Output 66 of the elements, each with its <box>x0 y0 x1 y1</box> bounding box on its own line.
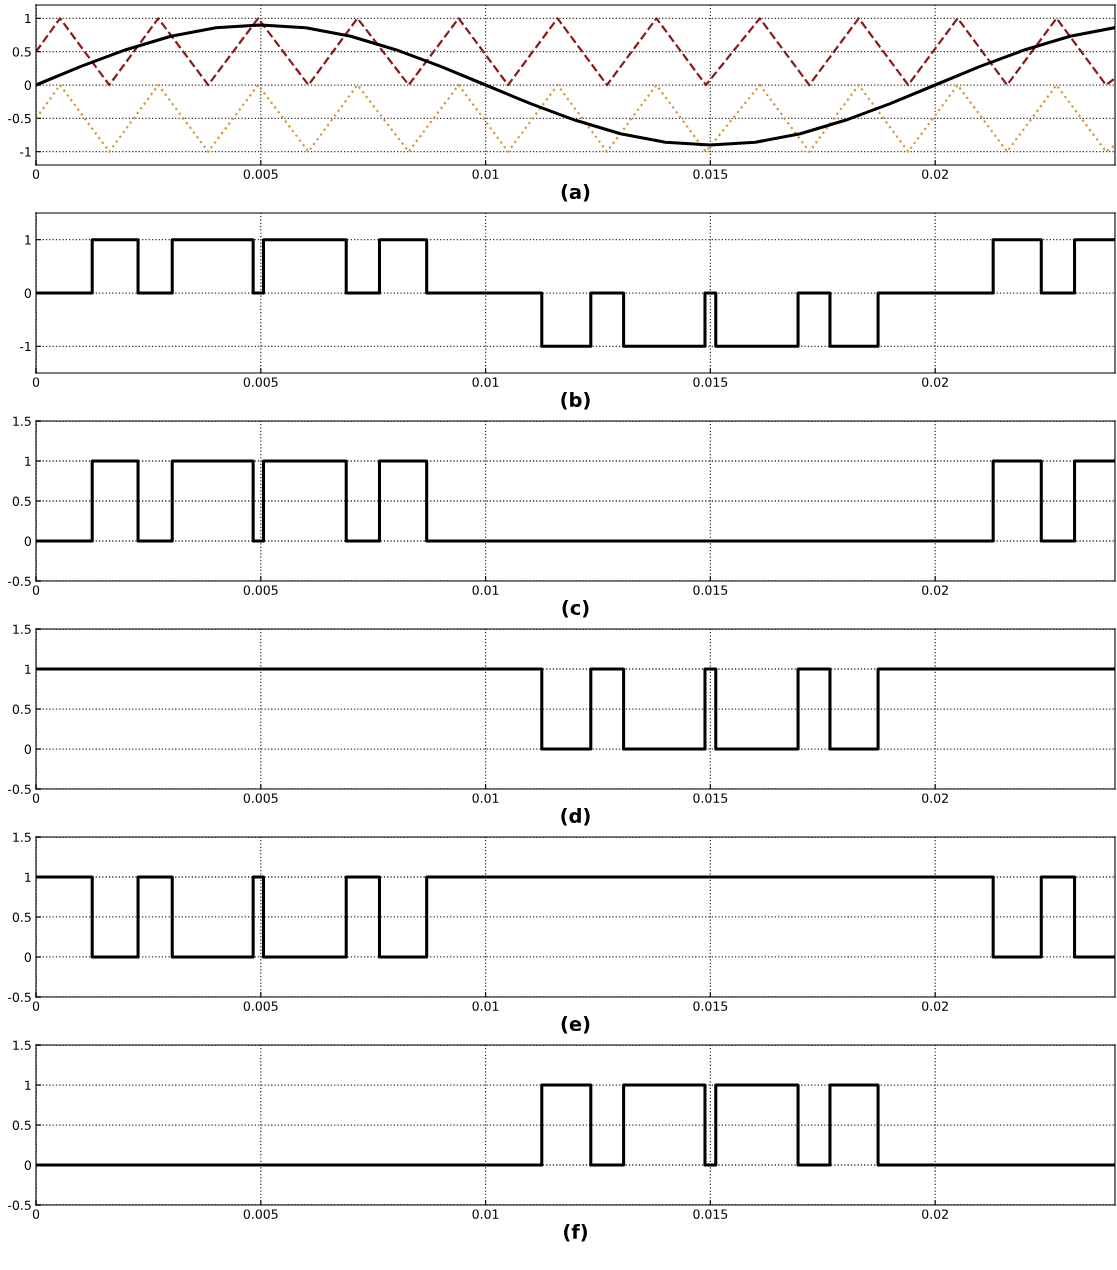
x-tick-label: 0.02 <box>922 169 948 179</box>
y-tick-label: 0 <box>24 744 31 754</box>
x-tick-label: 0.01 <box>472 585 499 595</box>
x-axis-title: (a) <box>561 184 590 202</box>
y-tick-label: 0 <box>24 288 31 298</box>
y-tick-label: -0.5 <box>8 992 31 1002</box>
x-tick-label: 0.015 <box>693 585 728 595</box>
x-tick-label: 0.005 <box>243 1001 278 1011</box>
line-series <box>36 83 1115 153</box>
y-tick-label: 0.5 <box>12 496 31 506</box>
y-tick-label: -0.5 <box>8 113 31 124</box>
x-tick-label: 0.015 <box>693 377 728 387</box>
x-tick-label: 0.015 <box>693 793 728 803</box>
y-tick-label: 1.5 <box>13 832 31 842</box>
y-tick-label: 1 <box>25 664 31 674</box>
x-axis-title: (c) <box>562 600 589 618</box>
x-axis-title: (d) <box>561 808 590 826</box>
x-tick-label: 0.005 <box>243 377 278 387</box>
x-tick-label: 0.02 <box>922 1209 948 1219</box>
line-series <box>36 17 1115 87</box>
x-tick-label: 0.015 <box>693 1209 728 1219</box>
x-tick-label: 0 <box>32 585 40 595</box>
x-tick-label: 0 <box>32 169 40 179</box>
y-tick-label: -0.5 <box>8 784 31 794</box>
y-tick-label: 1.5 <box>13 624 31 634</box>
y-tick-label: -0.5 <box>8 576 31 586</box>
x-axis-title: (f) <box>564 1224 587 1242</box>
x-tick-label: 0 <box>32 1209 40 1219</box>
y-tick-label: -1 <box>19 147 31 157</box>
x-tick-label: 0.015 <box>693 169 728 179</box>
x-axis-title: (b) <box>561 392 590 410</box>
y-tick-label: 1 <box>25 456 31 466</box>
x-tick-label: 0.01 <box>472 377 499 387</box>
y-tick-label: 0.5 <box>12 704 31 714</box>
y-tick-label: 0 <box>24 952 31 962</box>
x-tick-label: 0.01 <box>472 169 499 179</box>
x-tick-label: 0.01 <box>472 1001 499 1011</box>
y-tick-label: 1.5 <box>13 1040 31 1050</box>
x-tick-label: 0.02 <box>922 1001 948 1011</box>
x-tick-label: 0 <box>32 377 40 387</box>
y-tick-label: 1 <box>25 13 31 24</box>
y-tick-label: -1 <box>19 341 31 352</box>
y-tick-label: 0.5 <box>12 1120 31 1130</box>
y-tick-label: 0 <box>24 536 31 546</box>
y-tick-label: 1 <box>25 235 31 245</box>
x-tick-label: 0.005 <box>243 585 278 595</box>
y-tick-label: 1.5 <box>13 416 31 426</box>
x-tick-label: 0.005 <box>243 169 278 179</box>
y-tick-label: 1 <box>25 1080 31 1090</box>
y-tick-label: 0.5 <box>12 47 31 57</box>
y-tick-label: 1 <box>25 872 31 882</box>
x-tick-label: 0.01 <box>472 793 499 803</box>
x-tick-label: 0.02 <box>922 793 948 803</box>
y-tick-label: 0 <box>24 80 31 90</box>
x-tick-label: 0.005 <box>243 793 278 803</box>
x-tick-label: 0.01 <box>472 1209 499 1219</box>
x-axis-title: (e) <box>561 1016 590 1034</box>
x-tick-label: 0.02 <box>922 377 948 387</box>
y-tick-label: 0 <box>24 1160 31 1170</box>
x-tick-label: 0 <box>32 793 40 803</box>
x-tick-label: 0.015 <box>693 1001 728 1011</box>
y-tick-label: -0.5 <box>8 1200 31 1210</box>
x-tick-label: 0.02 <box>922 585 948 595</box>
x-tick-label: 0 <box>32 1001 40 1011</box>
x-tick-label: 0.005 <box>243 1209 278 1219</box>
y-tick-label: 0.5 <box>12 912 31 922</box>
